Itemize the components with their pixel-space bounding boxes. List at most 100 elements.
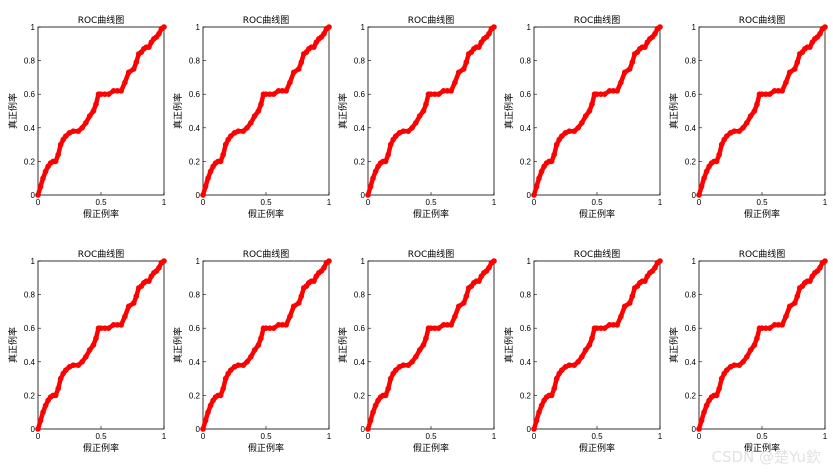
roc-point <box>298 59 305 66</box>
roc-panel-2: ROC曲线图 0 0.5 1 0 0.2 0.4 0.6 0.8 1 假正例率 真正例率 <box>172 14 332 220</box>
plot-frame <box>533 260 661 430</box>
plot-frame <box>533 26 661 196</box>
roc-point <box>463 59 470 66</box>
y-tick-label: 0.8 <box>24 57 36 66</box>
roc-point <box>400 362 407 368</box>
roc-point <box>571 362 578 368</box>
roc-point <box>287 313 293 320</box>
roc-point <box>251 347 258 353</box>
roc-point <box>566 128 573 134</box>
roc-point <box>283 322 289 328</box>
roc-point <box>723 133 730 139</box>
roc-point <box>35 192 41 198</box>
roc-point <box>582 113 589 119</box>
x-tick-label: 1 <box>162 432 167 441</box>
roc-point <box>52 158 59 165</box>
y-axis-label: 真正例率 <box>503 327 515 363</box>
x-tick-label: 0.5 <box>425 432 437 441</box>
roc-point <box>42 402 49 409</box>
roc-point <box>270 91 277 97</box>
roc-point <box>156 30 162 37</box>
roc-point <box>621 69 628 76</box>
roc-point <box>287 79 293 86</box>
y-tick-label: 0.2 <box>685 391 697 400</box>
roc-point <box>35 426 41 432</box>
x-tick-label: 0 <box>201 198 206 207</box>
roc-point <box>205 409 211 416</box>
roc-point <box>703 402 710 409</box>
x-tick-label: 0.5 <box>95 198 107 207</box>
y-tick-label: 1 <box>31 257 36 266</box>
roc-point <box>713 158 720 165</box>
x-tick-label: 0 <box>366 198 371 207</box>
roc-panel-10: ROC曲线图 0 0.5 1 0 0.2 0.4 0.6 0.8 1 假正例率 真正例率 <box>668 248 828 454</box>
roc-point <box>779 322 785 328</box>
roc-point <box>536 409 542 416</box>
watermark: CSDN @楚Yu欽 <box>711 448 821 466</box>
y-tick-label: 1 <box>31 23 36 32</box>
roc-point <box>400 128 407 134</box>
roc-point <box>754 335 760 342</box>
chart-title: ROC曲线图 <box>243 248 290 260</box>
chart-title: ROC曲线图 <box>78 14 125 26</box>
roc-curve-line <box>696 24 828 198</box>
roc-point <box>553 141 560 148</box>
roc-point <box>202 183 209 190</box>
roc-point <box>83 119 89 126</box>
x-tick-label: 0.5 <box>260 198 272 207</box>
roc-point <box>270 325 277 332</box>
roc-point <box>786 303 793 310</box>
roc-curve-line <box>365 24 497 198</box>
roc-point <box>618 313 624 320</box>
roc-point <box>551 385 557 392</box>
roc-point <box>227 133 234 139</box>
roc-point <box>807 44 813 50</box>
roc-point <box>766 325 773 332</box>
roc-point <box>629 293 636 300</box>
roc-point <box>42 168 49 175</box>
y-tick-label: 0.6 <box>24 90 36 99</box>
roc-point <box>248 119 254 126</box>
roc-point <box>783 313 789 320</box>
x-axis-label: 假正例率 <box>744 442 780 454</box>
roc-point <box>723 367 730 374</box>
roc-point <box>491 258 497 264</box>
roc-point <box>452 79 458 86</box>
roc-point <box>701 409 707 416</box>
roc-point <box>566 362 573 368</box>
roc-point <box>311 44 317 50</box>
roc-point <box>290 69 297 76</box>
roc-point <box>244 125 250 131</box>
roc-point <box>783 79 789 86</box>
chart-title: ROC曲线图 <box>739 14 786 26</box>
roc-point <box>326 258 332 264</box>
roc-point <box>382 392 389 399</box>
roc-point <box>387 375 394 382</box>
y-tick-label: 0.8 <box>520 57 532 66</box>
roc-point <box>161 258 167 264</box>
roc-point <box>200 192 206 198</box>
plot-frame <box>202 26 330 196</box>
roc-point <box>240 128 247 134</box>
roc-point <box>222 141 229 148</box>
y-tick-label: 0.8 <box>354 57 366 66</box>
chart-title: ROC曲线图 <box>408 248 455 260</box>
roc-point <box>146 44 152 50</box>
roc-point <box>423 101 429 108</box>
roc-point <box>367 183 374 190</box>
roc-point <box>435 325 442 332</box>
x-tick-label: 0 <box>36 432 41 441</box>
roc-point <box>718 375 725 382</box>
y-tick-label: 0 <box>361 425 366 434</box>
roc-point <box>736 128 743 134</box>
roc-point <box>794 59 801 66</box>
x-axis-label: 假正例率 <box>83 208 119 220</box>
x-axis-label: 假正例率 <box>248 208 284 220</box>
x-tick-label: 0 <box>697 432 702 441</box>
roc-point <box>713 392 720 399</box>
roc-point <box>740 125 746 131</box>
roc-point <box>791 66 798 72</box>
roc-point <box>295 66 302 72</box>
roc-point <box>392 133 399 139</box>
roc-point <box>86 347 93 353</box>
